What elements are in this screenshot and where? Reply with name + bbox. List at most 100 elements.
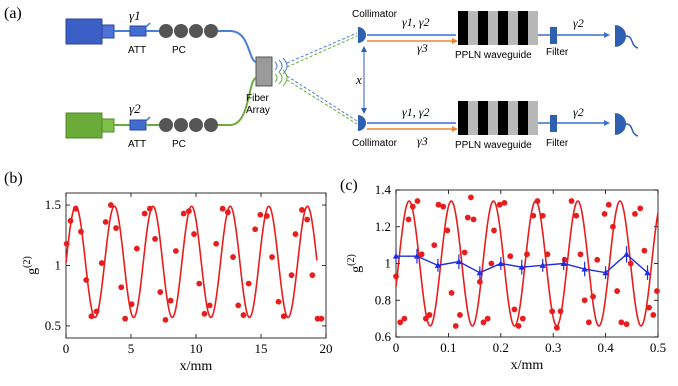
data-point — [457, 312, 463, 318]
top-fiber-to-array — [218, 30, 257, 63]
data-point — [393, 273, 399, 280]
y-tick-label: 1 — [385, 256, 392, 271]
upper-filter-label: Filter — [546, 47, 569, 58]
data-point — [133, 245, 140, 252]
data-point — [448, 290, 455, 296]
data-point — [618, 319, 625, 326]
data-point — [401, 315, 408, 322]
lower-filter — [550, 115, 557, 132]
data-point — [496, 201, 503, 208]
y-tick-label: 0.5 — [45, 318, 61, 333]
y-tick-label: 1 — [55, 258, 62, 273]
setup-diagram: (a) ATT γ1 PC ATT γ2 PC Fiber A — [4, 5, 639, 151]
y-tick-label: 0.8 — [375, 292, 391, 307]
data-point — [191, 231, 197, 237]
data-point — [561, 256, 568, 263]
separation-arrow-top — [361, 46, 367, 52]
data-point — [304, 216, 311, 223]
data-point-triangle — [581, 265, 588, 272]
data-point — [107, 202, 114, 208]
top-source-connector — [101, 24, 115, 39]
data-point — [627, 260, 634, 267]
data-point — [539, 212, 546, 219]
top-source-box — [65, 18, 103, 45]
bottom-att-label: ATT — [128, 139, 146, 150]
x-tick-label: 20 — [320, 341, 333, 356]
panel-label-c: (c) — [340, 177, 358, 194]
top-att-label: ATT — [128, 45, 146, 56]
beam-green-lower — [286, 79, 358, 125]
data-point — [544, 251, 551, 258]
x-tick-label: 10 — [190, 341, 203, 356]
data-point — [476, 278, 483, 285]
chart-b: 0 5 10 15 20 0.5 1 1.5 x/mm g(2) — [22, 192, 333, 374]
data-point — [219, 205, 226, 212]
data-point — [201, 310, 208, 317]
data-point — [128, 301, 135, 308]
data-point-triangle — [392, 252, 400, 259]
lower-pump-arrowhead — [452, 126, 458, 132]
data-point — [553, 324, 560, 331]
data-point — [568, 198, 575, 204]
data-point — [213, 240, 220, 247]
top-polarization-controller — [159, 24, 218, 38]
data-point — [280, 313, 287, 320]
lower-waveguide-label: PPLN waveguide — [455, 140, 532, 151]
data-point — [167, 297, 174, 304]
data-point-triangle — [623, 251, 630, 257]
data-point — [292, 231, 299, 237]
data-point — [623, 321, 630, 328]
data-point — [318, 315, 325, 322]
data-point-triangle — [518, 263, 525, 270]
upper-detector — [615, 25, 626, 47]
data-point-triangle — [434, 262, 442, 268]
x-tick-label: 0.2 — [493, 340, 509, 355]
lower-output-arrowhead — [604, 120, 610, 126]
data-point — [102, 219, 109, 225]
data-point — [252, 226, 259, 233]
data-point — [650, 312, 657, 318]
data-point — [288, 272, 295, 279]
upper-generated-photon: γ3 — [417, 41, 428, 55]
data-point — [196, 280, 203, 287]
data-point — [511, 306, 518, 313]
data-point — [549, 308, 556, 315]
data-point — [309, 272, 316, 279]
y-tick-label: 1.4 — [375, 182, 392, 197]
data-point — [414, 198, 421, 204]
x-tick-label: 0.3 — [545, 340, 561, 355]
fiber-array-label-line1: Fiber — [246, 93, 269, 104]
separation-arrow-bottom — [361, 108, 367, 114]
data-point — [480, 319, 487, 326]
data-point — [122, 315, 129, 322]
bottom-fiber-to-array — [218, 77, 257, 126]
data-point — [557, 308, 564, 315]
data-point — [515, 323, 522, 329]
fiber-array-emission-top — [274, 57, 288, 75]
data-point — [157, 289, 164, 295]
data-point — [269, 254, 275, 260]
data-point — [614, 288, 621, 294]
y-tick-label: 1.5 — [45, 197, 61, 212]
upper-input-photons: γ1, γ2 — [402, 15, 429, 29]
data-point — [118, 284, 125, 291]
fiber-array-label-line2: Array — [246, 105, 270, 116]
data-point — [245, 280, 252, 287]
data-point — [235, 302, 242, 309]
x-tick-label: 5 — [128, 341, 135, 356]
lower-filter-label: Filter — [546, 138, 569, 149]
panel-label-a: (a) — [4, 5, 22, 22]
lower-collimator-label: Collimator — [352, 138, 398, 149]
data-point — [146, 205, 153, 212]
data-point — [484, 315, 491, 322]
data-point-triangle — [560, 260, 567, 266]
data-point-triangle — [644, 269, 651, 276]
x-tick-label: 0.4 — [597, 340, 614, 355]
data-point — [464, 214, 471, 221]
data-point — [206, 302, 213, 309]
data-point — [637, 205, 644, 212]
lower-detector-cable — [625, 123, 639, 137]
x-axis-label: x/mm — [180, 359, 213, 374]
x-axis-label: x/mm — [511, 358, 544, 373]
